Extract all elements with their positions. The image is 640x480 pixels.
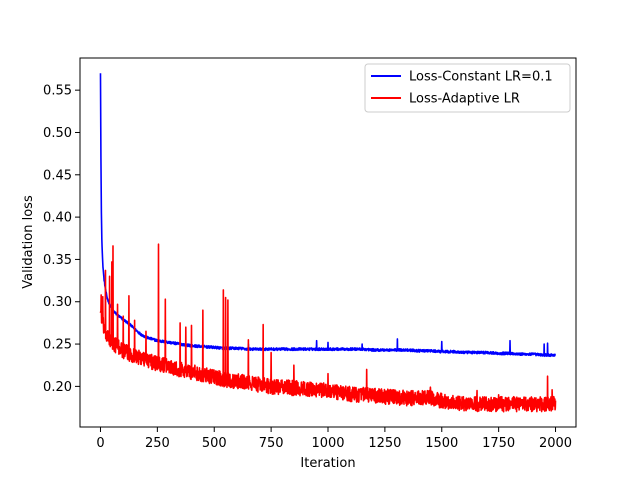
- axes-layer: 0 250 500 750 1000 1250 1500 1750 2000 0.20 0.25 0.…: [43, 57, 577, 451]
- y-tick-label: 0.55: [43, 84, 72, 99]
- x-tick-label: 1750: [482, 436, 515, 451]
- y-tick-label: 0.30: [43, 295, 72, 310]
- y-tick-label: 0.20: [43, 380, 72, 395]
- x-axis-label: Iteration: [300, 456, 355, 471]
- series-line-2: [99, 243, 557, 413]
- x-tick-label: 1250: [368, 436, 401, 451]
- legend-box: [364, 63, 571, 113]
- y-axis-label: Validation loss: [21, 195, 36, 289]
- y-tick-label: 0.50: [43, 126, 72, 141]
- y-tick-label: 0.35: [43, 253, 72, 268]
- series-layer: [99, 73, 557, 413]
- series-line-1: [99, 73, 557, 358]
- x-tick-label: 1000: [311, 436, 344, 451]
- x-tick-label: 750: [259, 436, 284, 451]
- x-tick-label: 0: [96, 436, 104, 451]
- legend-label-1: Loss-Constant LR=0.1: [409, 70, 553, 85]
- legend-label-2: Loss-Adaptive LR: [409, 92, 520, 107]
- y-tick-label: 0.25: [43, 338, 72, 353]
- y-tick-label: 0.40: [43, 211, 72, 226]
- y-tick-label: 0.45: [43, 168, 72, 183]
- legend: Loss-Constant LR=0.1 Loss-Adaptive LR: [364, 63, 571, 113]
- x-tick-label: 250: [145, 436, 170, 451]
- plot-background: [80, 58, 576, 427]
- x-tick-label: 2000: [539, 436, 572, 451]
- x-tick-label: 1500: [425, 436, 458, 451]
- x-tick-label: 500: [202, 436, 227, 451]
